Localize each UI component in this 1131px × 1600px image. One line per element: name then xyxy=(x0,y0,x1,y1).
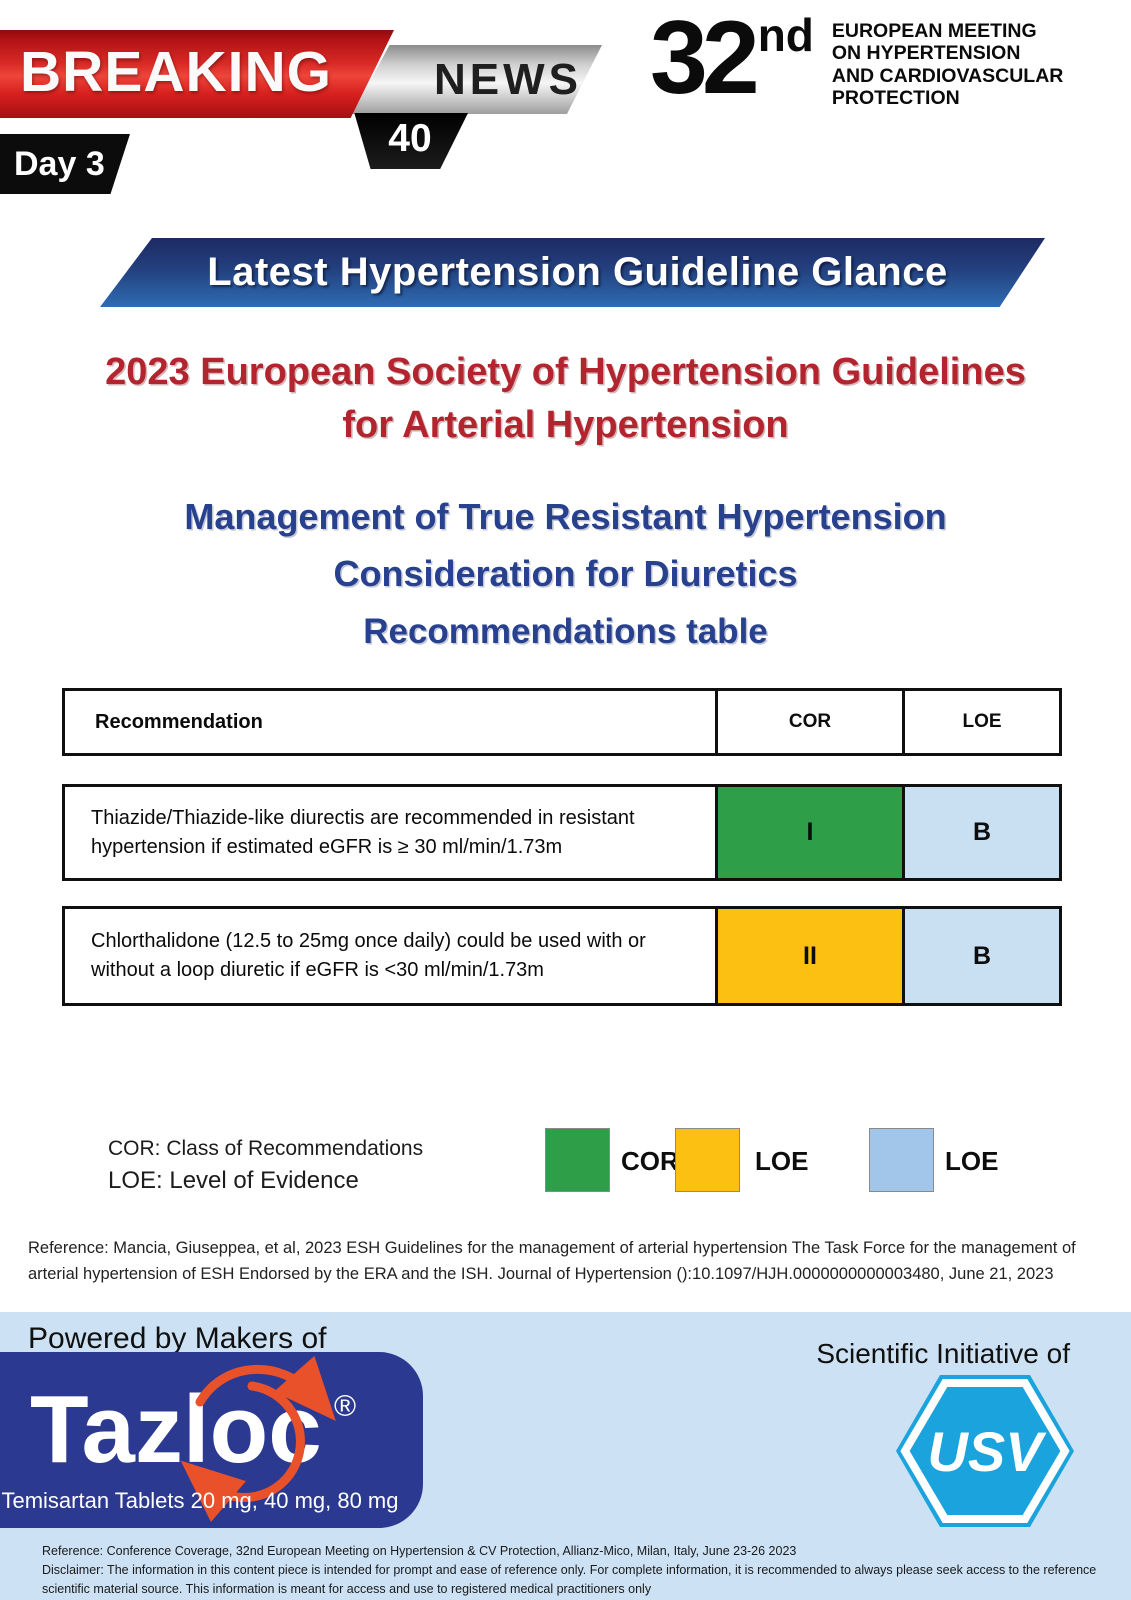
topic-title-line2: Consideration for Diuretics xyxy=(333,553,798,594)
congress-name: EUROPEAN MEETING ON HYPERTENSION AND CAR… xyxy=(832,20,1063,110)
usv-logo: USV xyxy=(895,1372,1075,1530)
guideline-title-line1: 2023 European Society of Hypertension Gu… xyxy=(105,351,1026,393)
legend-swatch-label: LOE xyxy=(755,1146,809,1176)
table-row: Chlorthalidone (12.5 to 25mg once daily)… xyxy=(62,906,1062,1006)
reference-citation: Reference: Mancia, Giuseppea, et al, 202… xyxy=(28,1239,1076,1283)
edition-number: 40 xyxy=(388,117,432,160)
usv-hexagon-icon: USV xyxy=(896,1375,1074,1527)
news-banner: NEWS xyxy=(352,45,602,114)
footer-fine-print: Reference: Conference Coverage, 32nd Eur… xyxy=(42,1542,1102,1598)
legend-loe-definition: LOE: Level of Evidence xyxy=(108,1167,359,1194)
congress-name-line: PROTECTION xyxy=(831,87,960,110)
legend-cor-definition: COR: Class of Recommendations xyxy=(108,1137,424,1160)
day-label: Day 3 xyxy=(14,144,105,183)
ribbon-title: Latest Hypertension Guideline Glance xyxy=(207,250,948,294)
loe-value-cell: B xyxy=(905,909,1059,1003)
table-header-recommendation: Recommendation xyxy=(95,710,263,733)
legend-swatch-green xyxy=(545,1128,610,1192)
fine-print-reference: Reference: Conference Coverage, 32nd Eur… xyxy=(42,1544,797,1558)
breaking-label: BREAKING xyxy=(20,40,333,104)
legend-swatch-label: LOE xyxy=(945,1146,999,1176)
congress-name-line: AND CARDIOVASCULAR xyxy=(831,64,1064,87)
table-header-loe: LOE xyxy=(905,691,1059,753)
tazloc-logo: Tazloc ® Temisartan Tablets 20 mg, 40 mg… xyxy=(0,1352,423,1528)
section-ribbon: Latest Hypertension Guideline Glance xyxy=(100,238,1045,307)
scientific-initiative-label: Scientific Initiative of xyxy=(816,1338,1070,1369)
fine-print-disclaimer: Disclaimer: The information in this cont… xyxy=(42,1562,1097,1596)
guideline-title-line2: for Arterial Hypertension xyxy=(342,404,789,446)
congress-name-line: EUROPEAN MEETING xyxy=(831,20,1037,42)
registered-trademark-symbol: ® xyxy=(334,1390,357,1423)
legend-swatch-label: COR xyxy=(621,1146,679,1176)
legend-swatch-yellow xyxy=(675,1128,740,1192)
congress-logo: 32 nd EUROPEAN MEETING ON HYPERTENSION A… xyxy=(650,6,1063,110)
topic-title-line1: Management of True Resistant Hypertensio… xyxy=(184,496,947,537)
loe-value-cell: B xyxy=(905,787,1059,878)
legend-definitions: COR: Class of Recommendations LOE: Level… xyxy=(108,1134,423,1198)
news-label: NEWS xyxy=(434,55,582,104)
day-tag: Day 3 xyxy=(0,134,130,194)
congress-name-line: ON HYPERTENSION xyxy=(831,42,1021,65)
cor-value-cell: II xyxy=(715,909,905,1003)
edition-number-tag: 40 xyxy=(354,113,468,169)
breaking-banner: BREAKING xyxy=(0,30,394,118)
recommendation-text: Chlorthalidone (12.5 to 25mg once daily)… xyxy=(91,930,646,981)
topic-title: Management of True Resistant Hypertensio… xyxy=(0,488,1131,602)
recommendation-text: Thiazide/Thiazide-like diurectis are rec… xyxy=(91,806,635,858)
congress-number: 32 xyxy=(650,0,760,116)
table-header-cor: COR xyxy=(715,691,905,753)
cor-value-cell: I xyxy=(715,787,905,878)
powered-by-label: Powered by Makers of xyxy=(28,1322,327,1355)
table-row: Thiazide/Thiazide-like diurectis are rec… xyxy=(62,784,1062,881)
tazloc-subtitle: Temisartan Tablets 20 mg, 40 mg, 80 mg xyxy=(1,1488,399,1513)
table-header-row: Recommendation COR LOE xyxy=(62,688,1062,756)
footer: Powered by Makers of Tazloc ® Temisartan… xyxy=(0,1312,1131,1600)
guideline-title: 2023 European Society of Hypertension Gu… xyxy=(0,346,1131,452)
congress-ordinal: nd xyxy=(757,9,814,61)
usv-wordmark: USV xyxy=(927,1420,1047,1483)
legend-swatch-blue xyxy=(869,1128,934,1192)
tazloc-wordmark: Tazloc xyxy=(30,1376,322,1483)
table-title: Recommendations table xyxy=(363,612,768,651)
